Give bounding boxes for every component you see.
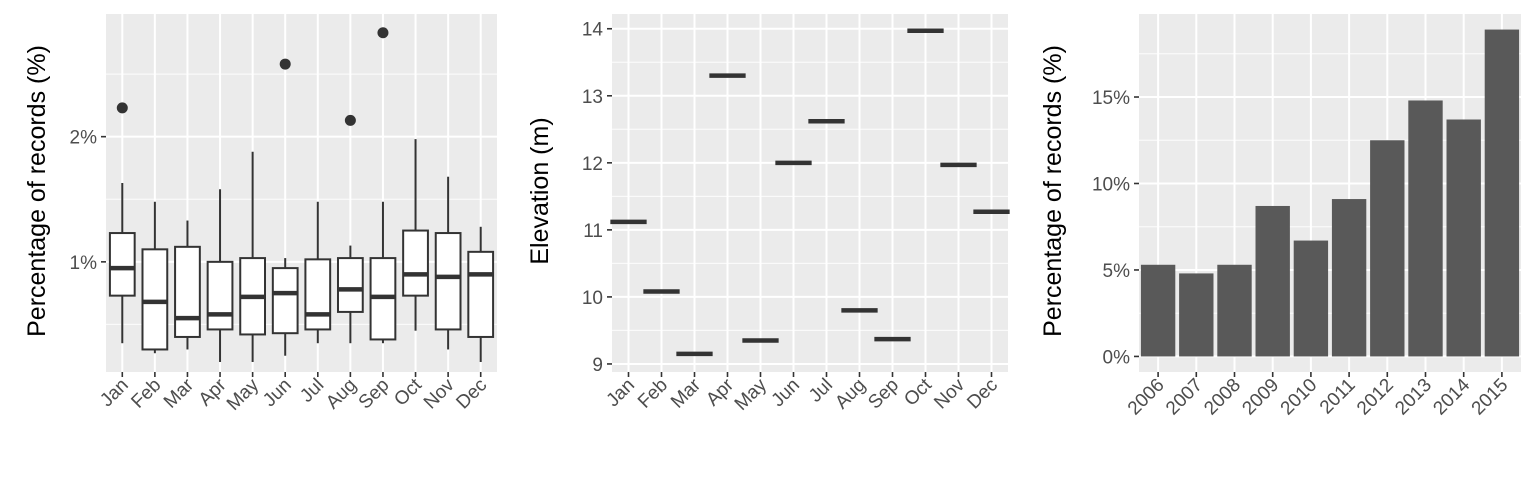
p2-x-tick-label: Jul [805, 375, 837, 407]
p2-y-tick-label: 9 [592, 355, 603, 376]
p2-plot-background [612, 14, 1008, 372]
p2-y-tick-label: 14 [582, 20, 604, 41]
p1-y-axis-title: Percentage of records (%) [23, 45, 51, 337]
p2-x-tick-label: Dec [963, 375, 1002, 414]
p1-box [108, 232, 136, 297]
p1-outlier-point [116, 102, 128, 114]
p3-x-tick-label: 2013 [1391, 375, 1436, 420]
p1-x-tick-label: Jul [296, 375, 328, 407]
p3-bar [1484, 29, 1520, 357]
p1-x-tick-label: Sep [355, 375, 394, 414]
p1-outlier-point [377, 27, 389, 39]
p2-x-tick-label: Mar [667, 374, 705, 412]
p3-bar [1293, 240, 1329, 357]
p1-x-tick-label: Jan [96, 375, 133, 412]
p3-x-tick-label: 2008 [1200, 375, 1245, 420]
p1-box [336, 257, 364, 313]
p3-bar [1179, 273, 1214, 357]
p1-x-tick-label: Jun [259, 375, 296, 412]
p3-bar [1331, 199, 1367, 357]
p3-x-tick-label: 2007 [1162, 375, 1207, 420]
p2-y-tick-label: 12 [582, 154, 603, 175]
p2-x-tick-label: Apr [702, 374, 738, 410]
p3-y-tick-label: 10% [1092, 174, 1130, 195]
p1-x-tick-label: Feb [127, 375, 165, 413]
p1-x-tick-label: Dec [452, 375, 491, 414]
p1-x-tick-label: Mar [160, 374, 198, 412]
p1-box [206, 260, 234, 331]
p1-box [304, 258, 332, 331]
p3-bar [1446, 119, 1481, 357]
p2-x-tick-label: May [731, 374, 772, 415]
p3-x-tick-label: 2011 [1316, 375, 1360, 419]
p1-outlier-point [279, 58, 291, 70]
p1-box [174, 245, 201, 338]
yearly-percentage-bar-chart: 0%5%10%15%200620072008200920102011201220… [1039, 14, 1521, 419]
p1-y-tick-label: 2% [70, 128, 98, 149]
p1-box [402, 229, 429, 297]
p3-y-tick-label: 0% [1103, 347, 1131, 368]
p1-outlier-point [344, 114, 356, 126]
p2-x-tick-label: Aug [831, 375, 870, 414]
p1-box [434, 232, 462, 331]
p3-x-tick-label: 2010 [1277, 375, 1322, 420]
p1-x-tick-label: May [223, 374, 264, 415]
p3-x-tick-label: 2012 [1353, 375, 1398, 420]
p2-x-tick-label: Sep [864, 375, 903, 414]
p3-bar [1370, 140, 1405, 357]
p1-y-tick-label: 1% [70, 253, 98, 274]
p1-x-tick-label: Oct [390, 374, 426, 410]
p1-box [141, 248, 169, 351]
p2-x-tick-label: Nov [930, 374, 969, 413]
p2-y-tick-label: 13 [582, 87, 603, 108]
p3-y-axis-title: Percentage of records (%) [1039, 45, 1067, 337]
p1-box [271, 267, 299, 335]
p1-box [467, 250, 495, 338]
p1-x-tick-label: Apr [195, 374, 231, 410]
p3-x-tick-label: 2006 [1124, 375, 1169, 420]
p2-x-tick-label: Oct [900, 374, 936, 410]
p1-x-tick-label: Aug [322, 375, 361, 414]
p3-x-tick-label: 2014 [1429, 374, 1474, 419]
p3-x-tick-label: 2009 [1238, 375, 1283, 420]
p3-bar [1408, 100, 1443, 357]
p3-y-tick-label: 5% [1103, 261, 1131, 282]
p3-y-tick-label: 15% [1092, 88, 1130, 109]
p2-x-tick-label: Jan [603, 375, 640, 412]
p3-bar [1217, 264, 1252, 357]
p2-x-tick-label: Jun [768, 375, 805, 412]
p2-y-axis-title: Elevation (m) [526, 117, 554, 264]
p3-x-tick-label: 2015 [1468, 375, 1513, 420]
p2-y-tick-label: 11 [583, 221, 603, 242]
p2-y-tick-label: 10 [582, 288, 603, 309]
p2-x-tick-label: Feb [634, 375, 672, 413]
p3-bar [1140, 264, 1176, 357]
p1-x-tick-label: Nov [420, 374, 459, 413]
p3-bar [1255, 205, 1290, 357]
